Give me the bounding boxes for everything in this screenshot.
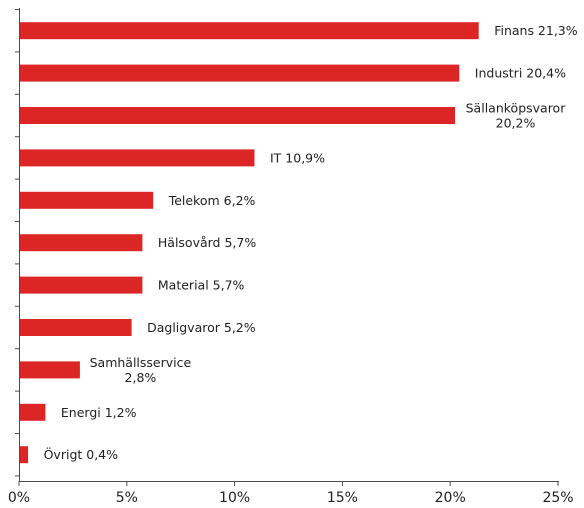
bars-group — [19, 22, 479, 464]
bar-label: Telekom 6,2% — [168, 193, 256, 208]
bar-label-line: Sällanköpsvaror — [466, 101, 567, 116]
bar-label-line: 20,2% — [496, 116, 536, 131]
bar--vrigt — [19, 446, 29, 464]
x-tick-label: 0% — [8, 490, 30, 506]
bar-telekom — [19, 191, 154, 209]
bar-label: Industri 20,4% — [475, 66, 566, 81]
bar-label: Dagligvaror 5,2% — [147, 320, 256, 335]
bar-label: Material 5,7% — [158, 278, 245, 293]
bar-dagligvaror — [19, 319, 132, 336]
x-tick-label: 25% — [542, 490, 573, 506]
bar-label-line: 2,8% — [125, 370, 157, 385]
bar-label: IT 10,9% — [270, 150, 325, 165]
bar-label-line: Samhällsservice — [90, 355, 192, 370]
x-tick-label: 20% — [435, 490, 466, 506]
bar-label: Finans 21,3% — [494, 23, 578, 38]
bar-label: Energi 1,2% — [61, 405, 137, 420]
bar-s-llank-psvaror — [19, 107, 455, 124]
bar-label: Sällanköpsvaror 20,2% — [466, 101, 567, 131]
bar-finans — [19, 22, 479, 40]
bar-labels-group: Finans 21,3% Industri 20,4% Sällanköpsvaro… — [44, 23, 578, 462]
bar-industri — [19, 64, 460, 82]
x-tick-label: 15% — [327, 490, 358, 506]
x-tick-label: 5% — [116, 490, 138, 506]
bar-samh-llsservice — [19, 361, 80, 379]
bar-it — [19, 149, 255, 167]
bar-label: Övrigt 0,4% — [44, 446, 119, 462]
bar-label: Samhällsservice 2,8% — [90, 355, 192, 385]
bar-label: Hälsovård 5,7% — [158, 235, 256, 250]
bar-material — [19, 276, 143, 294]
bar-h-lsov-rd — [19, 234, 143, 252]
bar-energi — [19, 403, 46, 421]
axes-group: 0% 5% 10% 15% 20% 25% — [8, 8, 574, 506]
x-tick-label: 10% — [219, 490, 250, 506]
